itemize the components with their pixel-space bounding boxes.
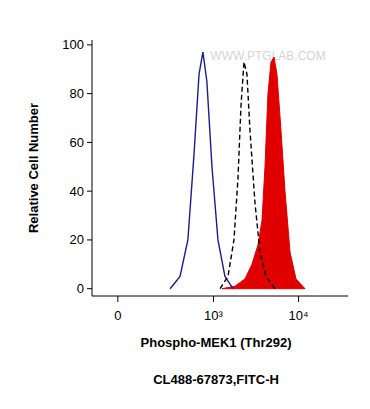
x-tick-label: 10³ [204, 308, 223, 323]
y-tick-label: 60 [70, 135, 84, 150]
chart: WWW.PTGLAB.COM 0 20 40 60 80 100 0 10³ 10⁴ Relativ… [0, 0, 370, 409]
x-tick-label: 10⁴ [289, 308, 309, 323]
subtitle: CL488-67873,FITC-H [153, 372, 279, 387]
plot-area [170, 52, 305, 289]
x-tick-label: 0 [114, 308, 121, 323]
y-tick-label: 100 [62, 37, 84, 52]
y-tick [87, 142, 92, 143]
y-axis [92, 40, 93, 296]
histogram-area [222, 57, 305, 289]
y-tick [87, 288, 92, 289]
y-axis-label: Relative Cell Number [26, 103, 41, 233]
y-tick [87, 239, 92, 240]
y-tick [87, 93, 92, 94]
y-tick-label: 0 [77, 281, 84, 296]
histogram-line [170, 52, 233, 289]
y-tick-label: 40 [70, 184, 84, 199]
histogram-line [220, 62, 275, 289]
x-axis [92, 296, 348, 297]
y-tick [87, 191, 92, 192]
y-tick-label: 80 [70, 86, 84, 101]
y-tick [87, 44, 92, 45]
x-tick [117, 296, 118, 302]
x-tick [298, 296, 299, 302]
y-tick-label: 20 [70, 232, 84, 247]
x-tick [213, 296, 214, 302]
watermark: WWW.PTGLAB.COM [210, 49, 325, 63]
x-axis-label: Phospho-MEK1 (Thr292) [141, 335, 292, 350]
